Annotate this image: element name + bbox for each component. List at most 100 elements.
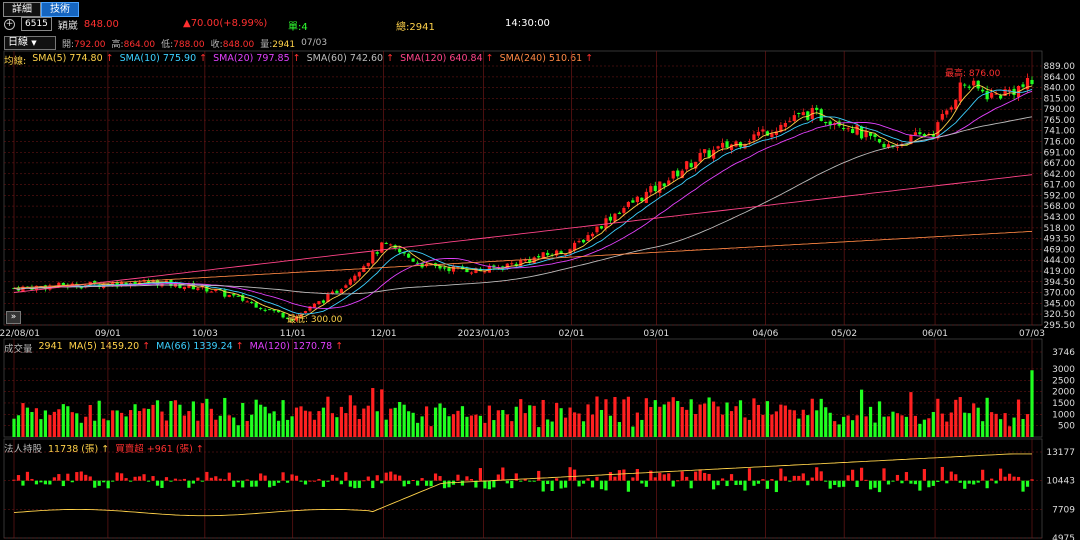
volume-bar xyxy=(967,413,971,437)
volume-tick-label: 1500 xyxy=(1052,399,1075,409)
candle-body xyxy=(115,282,119,287)
volume-bar xyxy=(689,399,693,437)
inst-net-bar xyxy=(922,469,926,481)
volume-bar xyxy=(75,413,79,437)
stock-change: ▲70.00(+8.99%) xyxy=(183,18,268,29)
volume-bar xyxy=(12,418,16,437)
volume-bar xyxy=(519,399,523,437)
inst-net-bar xyxy=(626,480,630,492)
inst-net-bar xyxy=(128,480,133,482)
volume-bar xyxy=(581,421,586,437)
inst-net-bar xyxy=(375,475,379,481)
volume-panel-border xyxy=(3,338,1043,438)
volume-bar xyxy=(272,411,276,437)
volume-bar xyxy=(478,415,482,437)
candle-body xyxy=(846,128,850,130)
volume-bar xyxy=(241,402,245,437)
volume-bar xyxy=(792,410,796,437)
volume-bar xyxy=(770,414,774,437)
candle-body xyxy=(990,92,994,98)
candle-body xyxy=(447,268,451,272)
inst-net-bar xyxy=(743,480,747,491)
volume-bar xyxy=(268,413,272,437)
volume-bar xyxy=(703,403,707,437)
candle-body xyxy=(510,263,514,265)
stock-code-input[interactable]: 6515 xyxy=(21,17,52,31)
candle-body xyxy=(384,242,388,244)
volume-bar xyxy=(362,408,366,437)
candle-body xyxy=(514,263,518,266)
volume-bar xyxy=(250,414,254,437)
inst-net-bar xyxy=(913,480,918,485)
volume-bar xyxy=(1007,426,1012,437)
volume-bar xyxy=(590,414,595,437)
volume-bar xyxy=(259,404,263,437)
volume-bar xyxy=(851,420,855,437)
candle-body xyxy=(312,303,317,308)
candle-body xyxy=(756,131,761,136)
volume-bar xyxy=(734,406,738,437)
inst-net-bar xyxy=(84,474,88,481)
candle-body xyxy=(339,289,343,294)
volume-bar xyxy=(756,404,761,437)
inst-net-bar xyxy=(689,480,693,489)
volume-bar xyxy=(433,407,438,437)
candle-body xyxy=(667,180,671,185)
volume-bar xyxy=(514,406,518,437)
inst-net-bar xyxy=(608,472,613,481)
candle-body xyxy=(671,170,675,179)
inst-net-bar xyxy=(120,473,124,481)
volume-bar xyxy=(738,400,743,437)
volume-bar xyxy=(936,398,940,437)
candle-body xyxy=(456,266,460,268)
period-select[interactable]: 日線 ▼ xyxy=(4,36,56,50)
inst-net-bar xyxy=(967,480,971,484)
inst-net-bar xyxy=(653,477,657,481)
inst-net-bar xyxy=(75,472,79,481)
inst-net-bar xyxy=(550,480,554,491)
candle-body xyxy=(855,124,859,135)
volume-bar xyxy=(877,401,882,437)
volume-bar xyxy=(93,420,97,437)
volume-bar xyxy=(438,403,442,437)
inst-net-bar xyxy=(303,480,308,485)
volume-bar xyxy=(474,414,478,437)
candle-body xyxy=(945,110,949,115)
volume-bar xyxy=(940,413,944,437)
candle-body xyxy=(851,129,855,133)
inst-net-bar xyxy=(824,480,828,482)
volume-bar xyxy=(317,411,321,437)
inst-net-bar xyxy=(191,480,195,484)
add-icon[interactable]: + xyxy=(4,18,15,30)
inst-net-bar xyxy=(649,470,653,481)
volume-bar xyxy=(52,411,56,437)
inst-net-bar xyxy=(339,480,343,485)
volume-bar xyxy=(299,406,303,437)
inst-net-bar xyxy=(398,475,402,481)
volume-bar xyxy=(496,410,500,437)
ma-line xyxy=(13,116,1033,295)
volume-bar xyxy=(537,427,541,437)
ma-line xyxy=(13,90,1033,310)
volume-bar xyxy=(564,417,568,437)
expand-icon[interactable]: » xyxy=(6,311,21,324)
candle-body xyxy=(178,283,182,288)
volume-bar xyxy=(550,421,554,437)
inst-net-bar xyxy=(954,474,958,481)
inst-net-bar xyxy=(402,480,406,487)
inst-net-bar xyxy=(559,480,563,489)
volume-bar xyxy=(667,401,671,437)
tab-bar: 詳細 技術 xyxy=(3,2,79,17)
volume-bar xyxy=(999,419,1003,437)
candle-body xyxy=(689,163,693,168)
inst-net-bar xyxy=(891,480,895,482)
tab-detail[interactable]: 詳細 xyxy=(3,2,41,17)
candle-body xyxy=(680,170,684,179)
ma-line xyxy=(13,88,1033,315)
inst-net-bar xyxy=(851,469,855,481)
tab-technical[interactable]: 技術 xyxy=(41,2,79,17)
x-tick-label: 11/01 xyxy=(280,329,306,339)
volume-bar xyxy=(115,410,119,437)
candle-body xyxy=(658,181,662,193)
